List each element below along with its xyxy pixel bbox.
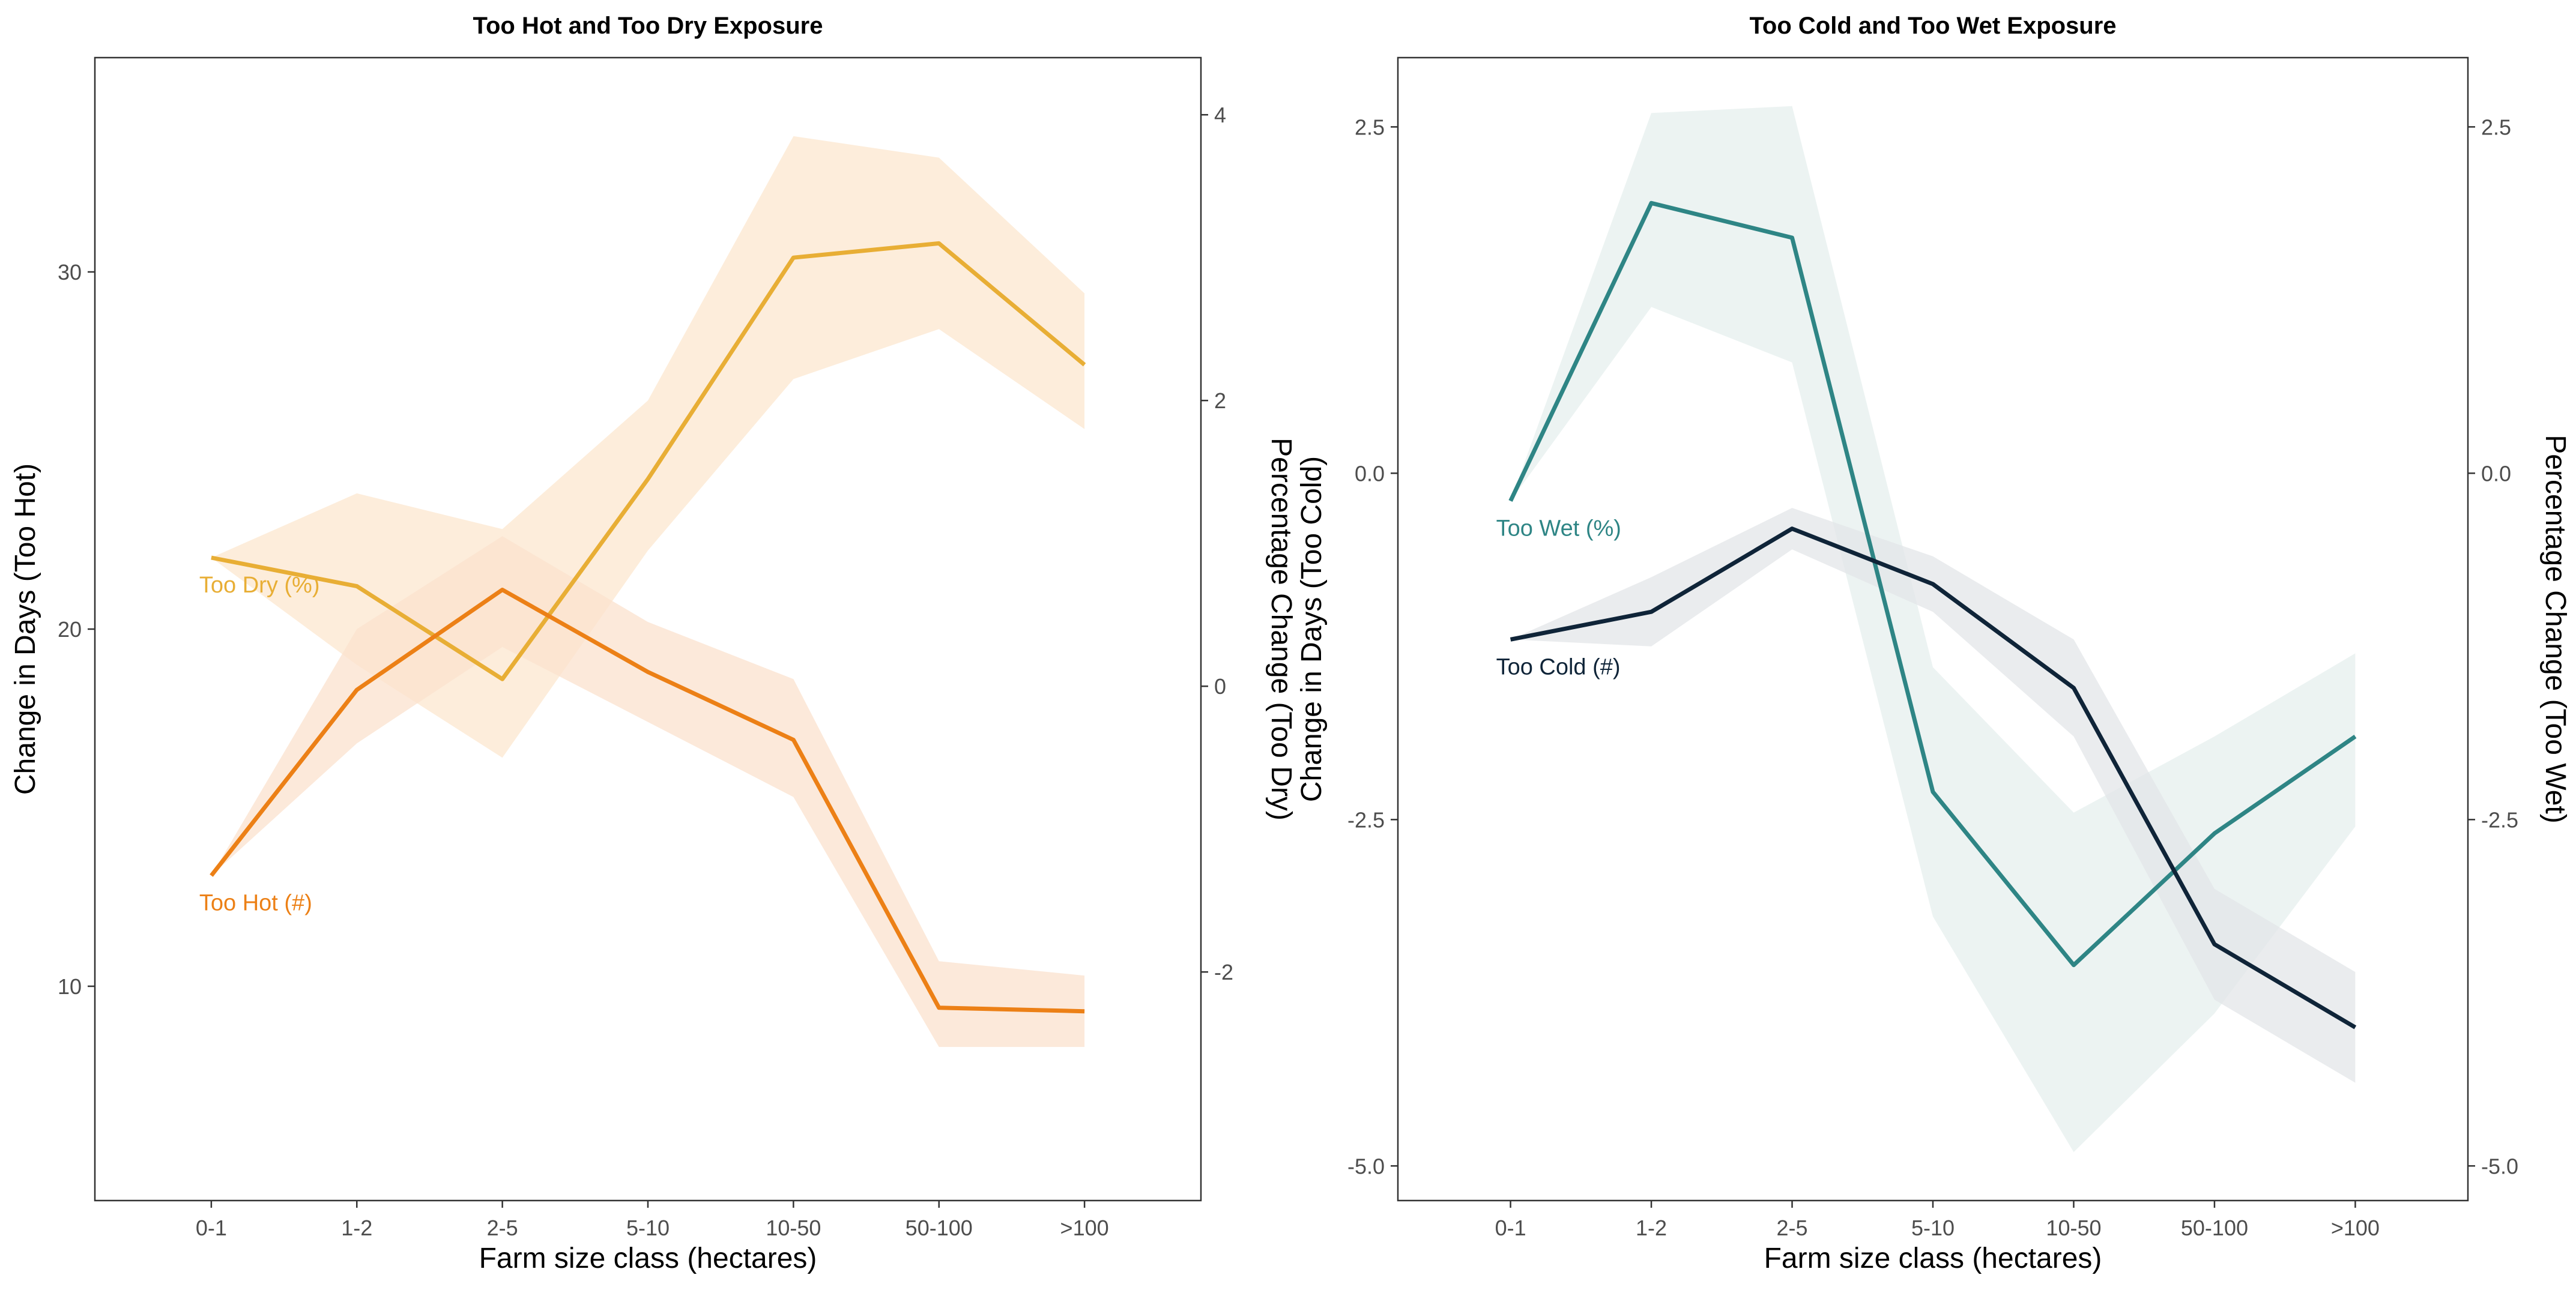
x-tick-label: 0-1 (1495, 1216, 1526, 1240)
chart-panel-2: Too Cold and Too Wet Exposure Too Wet (%)… (1296, 13, 2571, 1274)
series-annotation-1: Too Dry (%) (199, 573, 320, 598)
y-tick-label-left: 30 (58, 260, 82, 285)
y-tick-label-left: 20 (58, 617, 82, 642)
y-tick-label-left: 10 (58, 974, 82, 999)
x-tick-label: 5-10 (1911, 1216, 1955, 1240)
x-tick-label: 1-2 (341, 1216, 372, 1240)
x-tick-label: 5-10 (626, 1216, 670, 1240)
x-axis-title: Farm size class (hectares) (479, 1243, 817, 1274)
y-axis-title-left: Change in Days (Too Hot) (10, 463, 41, 795)
y-tick-label-left: 2.5 (1355, 115, 1385, 139)
x-tick-label: 0-1 (196, 1216, 227, 1240)
x-tick-label: >100 (1060, 1216, 1109, 1240)
y-tick-label-right: 0.0 (2481, 461, 2511, 486)
y-tick-label-right: 0 (1214, 674, 1226, 699)
x-tick-label: 50-100 (2181, 1216, 2248, 1240)
y-tick-label-left: -2.5 (1347, 807, 1385, 832)
y-axis-title-right: Percentage Change (Too Dry) (1265, 438, 1297, 821)
y-tick-label-right: 2.5 (2481, 115, 2511, 139)
y-tick-label-right: -2.5 (2481, 807, 2518, 832)
y-tick-label-right: -2 (1214, 960, 1233, 984)
y-tick-label-right: 4 (1214, 103, 1226, 127)
y-axis-title-right: Percentage Change (Too Wet) (2539, 435, 2571, 823)
series-annotation-2: Too Hot (#) (199, 891, 312, 916)
x-tick-label: 1-2 (1636, 1216, 1667, 1240)
x-tick-label: 50-100 (906, 1216, 973, 1240)
y-tick-label-left: 0.0 (1355, 461, 1385, 486)
x-axis-title: Farm size class (hectares) (1764, 1243, 2102, 1274)
chart-title: Too Hot and Too Dry Exposure (473, 13, 823, 39)
y-tick-label-right: 2 (1214, 388, 1226, 413)
x-tick-label: >100 (2331, 1216, 2380, 1240)
x-tick-label: 2-5 (487, 1216, 518, 1240)
y-tick-label-left: -5.0 (1347, 1154, 1385, 1178)
series-annotation-1: Too Wet (%) (1496, 516, 1621, 541)
x-tick-label: 10-50 (766, 1216, 821, 1240)
chart-title: Too Cold and Too Wet Exposure (1749, 13, 2116, 39)
x-tick-label: 2-5 (1777, 1216, 1808, 1240)
x-tick-label: 10-50 (2046, 1216, 2101, 1240)
chart-panel-1: Too Hot and Too Dry Exposure Too Dry (%) T… (10, 13, 1297, 1274)
y-tick-label-right: -5.0 (2481, 1154, 2518, 1178)
series-annotation-2: Too Cold (#) (1496, 654, 1621, 680)
y-axis-title-left: Change in Days (Too Cold) (1296, 456, 1328, 802)
